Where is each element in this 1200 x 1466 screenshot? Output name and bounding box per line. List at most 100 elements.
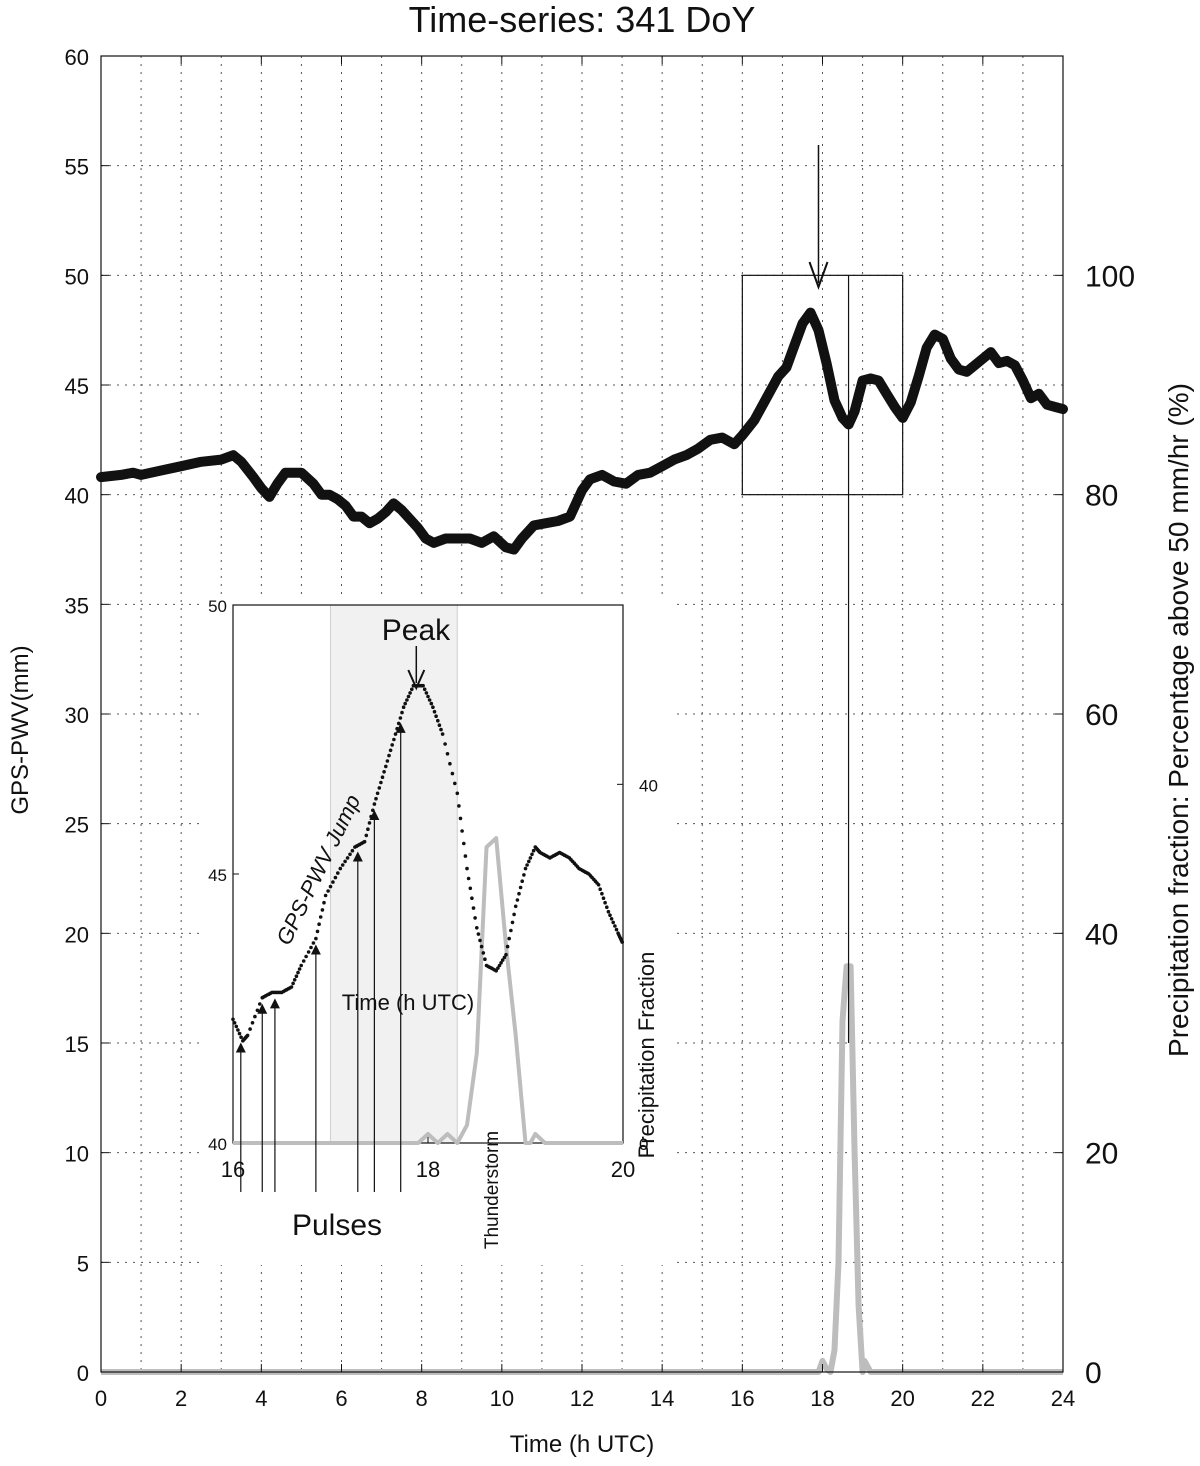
inset-y-tick-label: 45: [208, 866, 227, 885]
inset-pwv-point: [450, 771, 455, 776]
inset-pwv-point: [505, 944, 510, 949]
inset-pwv-point: [606, 909, 611, 914]
inset-pwv-point: [600, 891, 604, 896]
inset-pwv-point: [518, 885, 523, 890]
inset-y-tick-label: 40: [208, 1135, 227, 1154]
inset-pwv-point: [289, 985, 294, 989]
inset-pwv-point: [406, 694, 411, 699]
inset-pwv-point: [613, 924, 617, 928]
x-tick-label: 6: [335, 1386, 347, 1411]
inset-pwv-point: [340, 863, 345, 867]
inset-pwv-point: [377, 786, 382, 790]
inset-pwv-point: [515, 898, 520, 902]
inset-pwv-point: [375, 791, 380, 796]
inset-pwv-point: [421, 683, 425, 688]
inset-pwv-point: [473, 916, 477, 920]
inset-pwv-point: [522, 873, 526, 877]
inset-precip-line: [233, 836, 623, 1145]
inset-pwv-point: [528, 856, 533, 860]
inset-pwv-point: [294, 974, 299, 978]
inset-pwv-point: [603, 900, 607, 905]
y-tick-label: 60: [65, 45, 89, 70]
y2-axis-title: Precipitation fraction: Percentage above…: [1163, 383, 1194, 1057]
inset-y2-tick-label: 40: [639, 776, 658, 795]
inset-pwv-point: [392, 737, 396, 742]
inset-pwv-point: [426, 694, 430, 699]
inset-pwv-point: [455, 791, 460, 796]
inset-pwv-point: [476, 932, 481, 936]
inset-pwv-point: [494, 969, 499, 973]
inset-pwv-point: [605, 905, 609, 909]
inset-pwv-point: [439, 727, 443, 732]
inset-pwv-point: [362, 839, 367, 844]
inset-pwv-point: [239, 1035, 243, 1039]
y-tick-label: 10: [65, 1142, 89, 1167]
inset-x-axis-title: Time (h UTC): [342, 990, 474, 1015]
precip-fraction-line: [101, 963, 1063, 1375]
inset-pwv-point: [437, 723, 442, 727]
inset-pwv-point: [296, 970, 300, 975]
inset-pwv-point: [388, 748, 393, 753]
inset-pwv-point: [436, 718, 440, 723]
inset-pwv-point: [317, 922, 321, 926]
inset-pwv-point: [517, 891, 521, 896]
inset-pwv-point: [255, 1008, 260, 1013]
inset-y-tick-label: 50: [208, 597, 227, 616]
inset-pwv-point: [304, 954, 308, 959]
inset-annotation-pulses: Pulses: [292, 1209, 382, 1242]
inset-pwv-point: [499, 961, 503, 965]
inset-annotation-storm: Thunderstorm: [482, 1131, 503, 1249]
inset-pwv-point: [299, 963, 304, 968]
inset-pwv-point: [403, 701, 408, 706]
inset-pwv-point: [336, 871, 340, 875]
inset-pwv-point: [297, 967, 302, 971]
y2-tick-label: 40: [1085, 918, 1118, 951]
main-plot-area: [96, 307, 1068, 1375]
inset-pwv-point: [366, 827, 370, 831]
inset-pwv-point: [465, 866, 469, 871]
y-tick-label: 35: [65, 593, 89, 618]
inset-pwv-point: [443, 742, 447, 746]
inset-pwv-point: [350, 848, 355, 853]
inset-pwv-point: [611, 920, 615, 925]
inset-pwv-point: [500, 958, 505, 962]
inset-pwv-point: [393, 732, 398, 736]
inset-pwv-point: [432, 709, 437, 714]
y-axis-title: GPS-PWV(mm): [7, 645, 34, 814]
inset-pwv-point: [364, 833, 369, 838]
y-tick-label: 50: [65, 264, 89, 289]
inset-pwv-point: [401, 705, 406, 709]
inset-pwv-point: [513, 904, 518, 909]
inset-x-tick-label: 18: [416, 1157, 440, 1182]
inset-pwv-point: [481, 951, 486, 955]
inset-pwv-point: [380, 775, 385, 779]
inset-pwv-point: [343, 859, 347, 864]
pulse-arrow-head: [257, 1003, 268, 1014]
inset-x-tick-label: 16: [221, 1157, 245, 1182]
inset-pwv-point: [470, 896, 474, 900]
x-tick-label: 22: [971, 1386, 995, 1411]
y-tick-label: 55: [65, 155, 89, 180]
inset-y2-axis-title: Precipitation Fraction: [634, 952, 659, 1159]
inset-pwv-point: [502, 955, 507, 960]
inset-pwv-point: [408, 691, 412, 695]
inset-pwv-point: [525, 863, 529, 867]
inset-pwv-point: [333, 875, 338, 880]
x-tick-label: 16: [730, 1386, 754, 1411]
inset-pwv-point: [431, 705, 435, 709]
pulse-arrow-head: [269, 998, 280, 1009]
inset-pwv-point: [424, 691, 429, 695]
inset-y2-tick-label: 0: [639, 1135, 648, 1154]
inset-pwv-point: [374, 796, 378, 801]
inset-pwv-point: [462, 841, 466, 846]
x-tick-label: 12: [570, 1386, 594, 1411]
peak-arrow-head: [808, 261, 829, 290]
inset-x-tick-label: 20: [611, 1157, 635, 1182]
main-axes: 0 2 4 6 8 10 12 14 16 18 20 22 240510152025303540455…: [65, 45, 1136, 1411]
inset-pwv-point: [527, 859, 531, 864]
inset-pwv-point: [422, 687, 427, 692]
inset-pwv-point: [427, 698, 432, 702]
inset-pwv-point: [245, 1033, 250, 1038]
inset-pwv-point: [311, 941, 316, 945]
